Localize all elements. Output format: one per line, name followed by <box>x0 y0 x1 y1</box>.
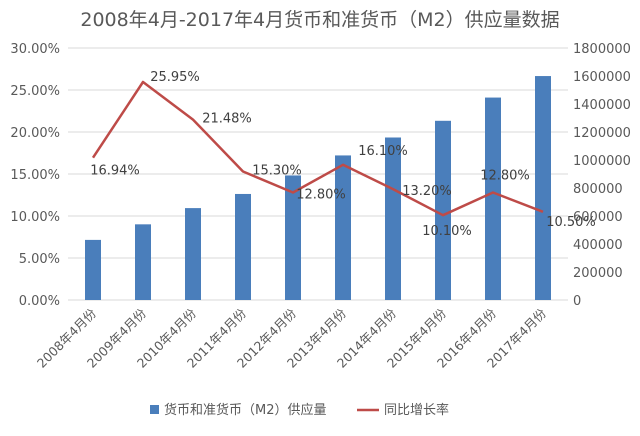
bar <box>285 175 301 300</box>
data-label: 21.48% <box>202 112 252 127</box>
left-tick-label: 5.00% <box>19 252 60 267</box>
bar <box>85 239 101 300</box>
bar-series <box>85 76 551 300</box>
left-tick-label: 15.00% <box>10 168 60 183</box>
legend-label-bar: 货币和准货币（M2）供应量 <box>164 402 327 418</box>
legend-label-line: 同比增长率 <box>384 402 449 418</box>
data-labels: 16.94% 25.95% 21.48% 15.30% 12.80% 16.10% 13.2… <box>90 70 596 239</box>
right-tick-label: 600000 <box>573 210 623 225</box>
bar <box>335 155 351 300</box>
left-tick-label: 10.00% <box>10 210 60 225</box>
data-label: 13.20% <box>402 184 452 199</box>
right-tick-label: 0 <box>573 294 581 309</box>
bar <box>435 120 451 300</box>
data-label: 25.95% <box>150 70 200 85</box>
left-tick-label: 0.00% <box>19 294 60 309</box>
line-series <box>91 80 544 217</box>
right-tick-label: 1200000 <box>573 126 631 141</box>
right-tick-label: 200000 <box>573 266 623 281</box>
bar <box>135 224 151 300</box>
data-label: 12.80% <box>480 168 530 183</box>
right-tick-label: 1400000 <box>573 98 631 113</box>
right-axis: 0 200000 400000 600000 800000 1000000 1200000 1… <box>573 42 631 309</box>
left-tick-label: 25.00% <box>10 84 60 99</box>
bar <box>185 208 201 300</box>
right-tick-label: 400000 <box>573 238 623 253</box>
data-label: 16.10% <box>358 144 408 159</box>
right-tick-label: 1800000 <box>573 42 631 57</box>
gridlines <box>68 47 568 301</box>
left-tick-label: 30.00% <box>10 42 60 57</box>
data-label: 12.80% <box>296 187 346 202</box>
chart-title: 2008年4月-2017年4月货币和准货币（M2）供应量数据 <box>80 9 559 31</box>
category-axis: 2008年4月份2009年4月份2010年4月份2011年4月份2012年4月份… <box>34 305 550 371</box>
bar <box>485 97 501 300</box>
data-label: 15.30% <box>252 163 302 178</box>
data-label: 10.50% <box>546 215 596 230</box>
right-tick-label: 1600000 <box>573 70 631 85</box>
data-label: 16.94% <box>90 164 140 179</box>
left-axis: 0.00% 5.00% 10.00% 15.00% 20.00% 25.00% 30.00% <box>10 42 60 309</box>
growth-line <box>91 80 544 217</box>
right-tick-label: 800000 <box>573 182 623 197</box>
bar <box>535 76 551 300</box>
bar <box>385 137 401 300</box>
bar <box>235 193 251 300</box>
data-label: 10.10% <box>422 224 472 239</box>
right-tick-label: 1000000 <box>573 154 631 169</box>
left-tick-label: 20.00% <box>10 126 60 141</box>
legend: 货币和准货币（M2）供应量 同比增长率 <box>150 402 449 418</box>
legend-swatch-bar <box>150 405 159 414</box>
